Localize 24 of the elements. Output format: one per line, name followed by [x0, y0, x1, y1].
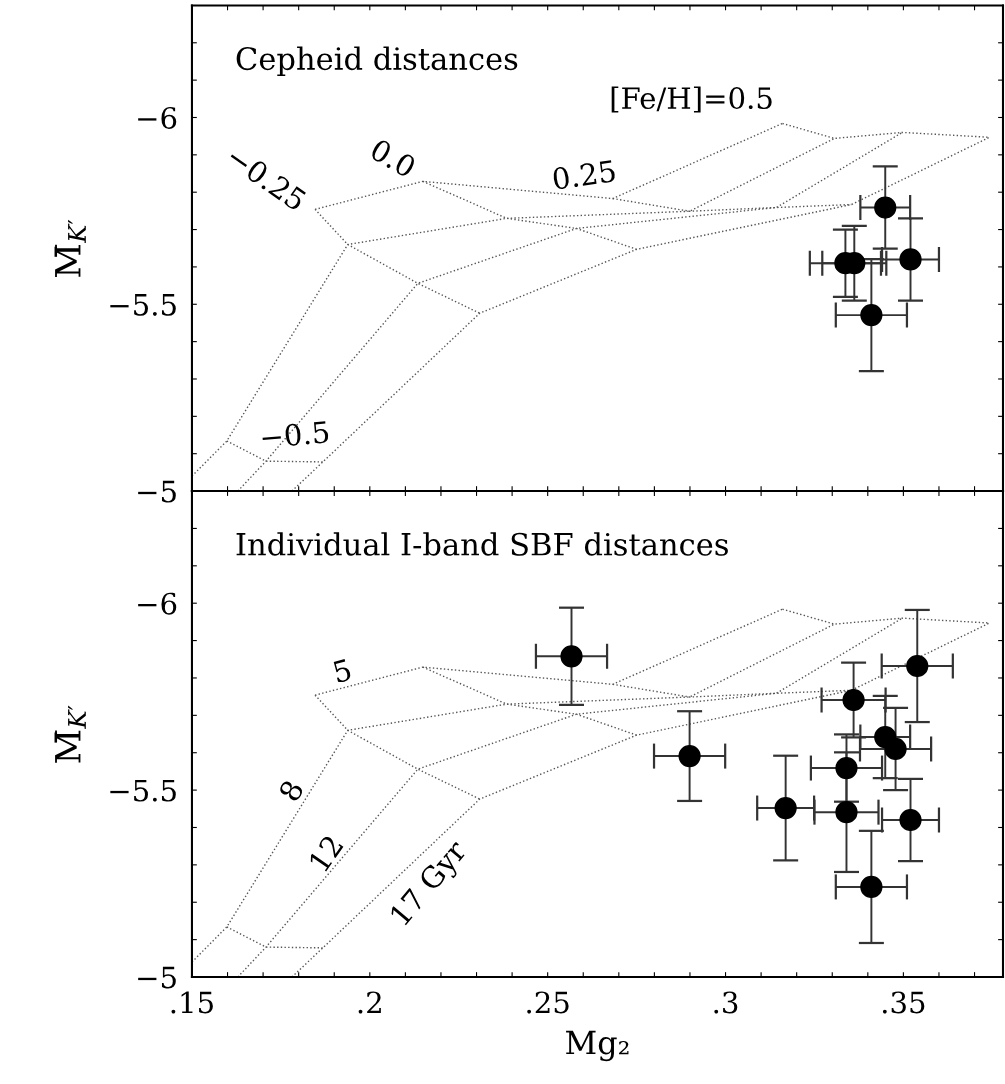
y-axis-title: M̄$_{K′}$: [54, 219, 86, 277]
annotation: 8: [277, 779, 305, 803]
x-axis-title: Mg₂: [566, 1030, 629, 1062]
x-tick-label: .15: [171, 991, 213, 1014]
annotation: Cepheid distances: [236, 46, 518, 77]
x-tick-label: .2: [358, 991, 381, 1014]
y-tick-label: −5.5: [110, 294, 176, 316]
y-axis-title: M̄$_{K′}$: [54, 705, 86, 763]
x-tick-label: .3: [714, 991, 738, 1014]
y-tick-label: −5: [138, 480, 176, 503]
annotation: 12: [308, 834, 344, 872]
x-tick-label: .35: [882, 991, 925, 1014]
annotation: 0.0: [369, 137, 418, 179]
annotation: 17 Gyr: [388, 837, 473, 930]
y-tick-label: −5: [138, 966, 176, 989]
annotation: −0.5: [261, 420, 329, 449]
annotation: 0.25: [552, 159, 616, 190]
y-tick-label: −6: [138, 106, 177, 129]
annotation: 5: [332, 658, 352, 684]
x-tick-label: .25: [527, 991, 569, 1014]
y-tick-label: −5.5: [110, 779, 176, 802]
y-tick-label: −6: [138, 592, 177, 615]
annotation: [Fe/H]=0.5: [611, 86, 772, 113]
annotation: Individual I-band SBF distances: [236, 532, 728, 556]
